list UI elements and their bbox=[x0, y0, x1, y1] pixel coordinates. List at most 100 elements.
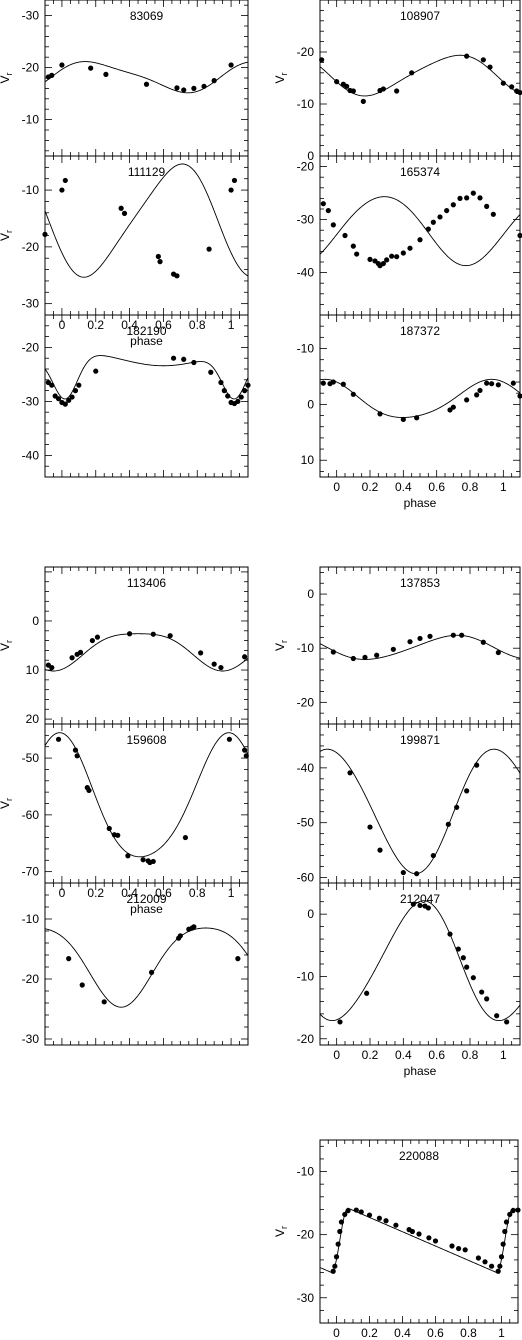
data-point bbox=[167, 633, 173, 639]
y-tick-label: -20 bbox=[22, 240, 40, 254]
data-point bbox=[347, 770, 353, 776]
data-point bbox=[88, 65, 94, 71]
data-point bbox=[148, 969, 155, 976]
data-point bbox=[49, 664, 55, 671]
data-point bbox=[507, 1211, 513, 1218]
x-tick-label: 0 bbox=[59, 318, 66, 332]
data-point bbox=[69, 394, 75, 400]
y-tick-label: -30 bbox=[22, 297, 40, 311]
chart-panel-137853: 0 -10 -20 Vr 137853 bbox=[273, 566, 521, 725]
y-tick-label: 20 bbox=[26, 712, 40, 726]
y-tick-label: -10 bbox=[297, 97, 315, 111]
data-point bbox=[477, 387, 483, 394]
data-point bbox=[376, 1215, 382, 1221]
data-point bbox=[206, 246, 212, 252]
data-point bbox=[42, 231, 48, 237]
fit-curve bbox=[320, 748, 520, 875]
data-point bbox=[155, 253, 161, 260]
panel-frame bbox=[44, 566, 249, 725]
x-tick-label: 0.6 bbox=[155, 318, 172, 332]
data-point bbox=[449, 1243, 455, 1249]
x-tick-label: 0.2 bbox=[87, 886, 104, 900]
data-point bbox=[377, 411, 383, 417]
fit-curve bbox=[320, 900, 520, 1022]
data-point bbox=[118, 205, 124, 211]
y-tick-label: -40 bbox=[297, 761, 315, 775]
panel-frame bbox=[319, 723, 521, 884]
data-point bbox=[198, 650, 204, 656]
data-point bbox=[243, 753, 249, 759]
x-tick-label: 0.8 bbox=[462, 480, 479, 494]
data-point bbox=[464, 195, 470, 201]
data-point bbox=[59, 187, 65, 193]
y-tick-label: -20 bbox=[297, 45, 315, 59]
data-point bbox=[358, 1209, 364, 1215]
data-point bbox=[332, 1263, 338, 1269]
data-point bbox=[72, 388, 79, 394]
data-point bbox=[417, 635, 423, 642]
data-point bbox=[337, 1228, 343, 1235]
panel-title: 83069 bbox=[130, 9, 164, 23]
y-tick-label: -10 bbox=[22, 113, 40, 127]
panel-title: 199871 bbox=[400, 733, 440, 747]
data-point bbox=[126, 631, 133, 637]
data-point bbox=[242, 388, 248, 394]
data-point bbox=[475, 1255, 481, 1261]
data-point bbox=[510, 380, 516, 386]
data-point bbox=[417, 902, 423, 909]
panel-frame bbox=[319, 155, 521, 316]
data-point bbox=[69, 655, 75, 661]
x-tick-label: 0.2 bbox=[362, 1048, 379, 1062]
data-point bbox=[208, 369, 214, 375]
data-point bbox=[400, 416, 406, 423]
data-point bbox=[367, 256, 373, 262]
data-point bbox=[487, 64, 493, 70]
data-point bbox=[115, 832, 121, 838]
panel-title: 159608 bbox=[126, 733, 166, 747]
data-point bbox=[414, 871, 420, 877]
x-tick-label: 0.6 bbox=[428, 480, 445, 494]
y-tick-label: 10 bbox=[26, 663, 40, 677]
data-point bbox=[211, 661, 217, 667]
data-point bbox=[503, 1219, 510, 1225]
data-point bbox=[390, 646, 396, 652]
y-tick-label: -60 bbox=[297, 871, 315, 885]
data-point bbox=[480, 57, 486, 63]
y-tick-label: -20 bbox=[297, 160, 315, 174]
data-point bbox=[125, 853, 131, 859]
data-point bbox=[218, 379, 224, 386]
chart-panel-113406: 20 10 0 Vr 113406 bbox=[0, 566, 249, 726]
data-point bbox=[191, 85, 197, 91]
data-point bbox=[407, 245, 413, 251]
data-point bbox=[474, 762, 480, 768]
y-tick-label: -30 bbox=[297, 1291, 315, 1305]
data-point bbox=[489, 1263, 495, 1269]
fit-curve bbox=[45, 61, 248, 94]
data-point bbox=[484, 203, 490, 209]
data-point bbox=[383, 1218, 389, 1224]
x-tick-label: 0.8 bbox=[189, 886, 206, 900]
data-point bbox=[484, 380, 490, 386]
y-axis-label: Vr bbox=[273, 1226, 289, 1237]
x-tick-label: 0.2 bbox=[361, 1326, 378, 1340]
data-point bbox=[455, 946, 461, 952]
data-point bbox=[182, 834, 189, 841]
data-point bbox=[409, 1228, 415, 1235]
panel-frame bbox=[44, 155, 249, 316]
data-point bbox=[93, 368, 99, 374]
data-point bbox=[340, 381, 346, 387]
data-point bbox=[191, 924, 197, 930]
x-tick-label: 0.8 bbox=[462, 1048, 479, 1062]
data-point bbox=[231, 177, 238, 184]
data-point bbox=[174, 273, 180, 279]
data-point bbox=[416, 1231, 422, 1237]
x-tick-label: 1 bbox=[228, 886, 235, 900]
data-point bbox=[335, 1241, 341, 1247]
x-tick-label: 0.4 bbox=[121, 886, 138, 900]
data-point bbox=[366, 1212, 373, 1218]
data-point bbox=[191, 359, 197, 366]
data-point bbox=[494, 1013, 500, 1019]
y-axis-label: Vr bbox=[0, 72, 14, 83]
